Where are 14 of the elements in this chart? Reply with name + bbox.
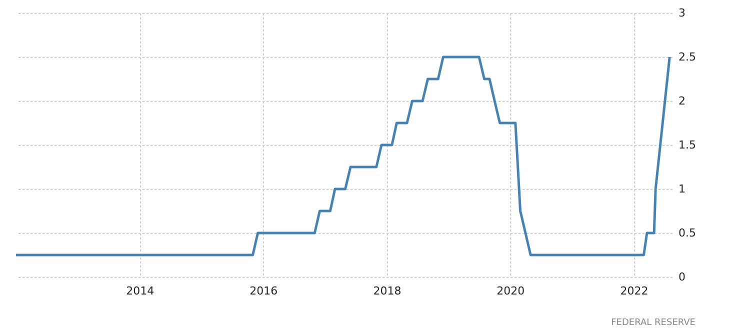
y-tick-label: 0.5 (678, 226, 696, 240)
x-tick-label: 2022 (620, 284, 648, 298)
y-tick-label: 3 (678, 6, 686, 20)
y-tick-label: 1.5 (678, 138, 696, 152)
y-tick-label: 1 (678, 182, 686, 196)
text: FEDERAL RESERVE (611, 318, 696, 328)
y-tick-label: 2.5 (678, 50, 696, 64)
x-tick-label: 2014 (126, 284, 154, 298)
y-tick-label: 0 (678, 270, 686, 284)
x-tick-label: 2016 (250, 284, 278, 298)
y-tick-label: 2 (678, 94, 686, 108)
line-series (14, 56, 671, 256)
x-tick-label: 2018 (373, 284, 402, 298)
x-tick-label: 2020 (496, 284, 525, 298)
